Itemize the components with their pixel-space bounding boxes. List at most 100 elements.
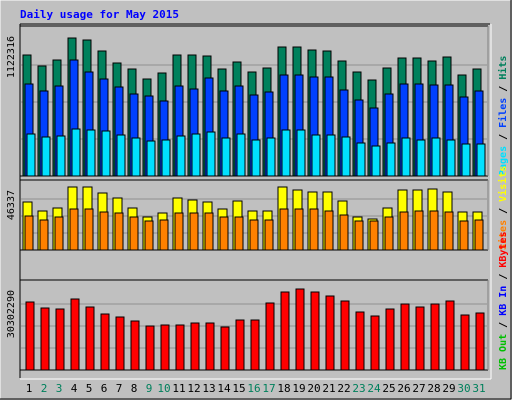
x-tick-label-day-2: 2	[41, 382, 48, 395]
bar-pages-day-13	[206, 131, 216, 177]
right-legend-kbytes: KB Out / KB In / KBytes	[498, 232, 509, 371]
bar-pages-day-8	[131, 137, 141, 177]
bar-pages-day-17	[266, 137, 276, 177]
x-tick-label-day-22: 22	[337, 382, 350, 395]
right-legend-part: Files	[497, 98, 509, 134]
bar-sites-day-24	[369, 220, 379, 251]
x-tick-label-day-27: 27	[412, 382, 425, 395]
bar-pages-day-11	[176, 135, 186, 177]
bar-kbytes-day-10	[160, 324, 170, 371]
right-legend-part: /	[498, 208, 509, 220]
panel-hits-files-pages: 1122316 Pages / Files / Hits	[6, 25, 509, 177]
bar-sites-day-10	[159, 219, 169, 251]
x-axis-day-labels: 1 2 3 4 5 6 7 8 9 10 11 12 13 14 15 16 17 18 19 20 21 22 23 24 2…	[26, 382, 486, 395]
bar-kbytes-day-16	[250, 319, 260, 371]
x-tick-label-day-6: 6	[101, 382, 108, 395]
right-legend-part: Hits	[497, 56, 509, 86]
bar-kbytes-day-23	[355, 311, 365, 371]
bar-pages-day-4	[71, 128, 81, 177]
bar-pages-day-28	[431, 137, 441, 177]
bar-pages-day-5	[86, 129, 96, 177]
panel-visits-sites: 46337 Sites / Visits	[6, 166, 509, 251]
bar-kbytes-day-17	[265, 302, 275, 371]
right-legend-hits-files-pages: Pages / Files / Hits	[497, 56, 509, 176]
x-tick-label-day-17: 17	[262, 382, 275, 395]
panel-kbytes: 30302290 KB Out / KB In / KBytes	[6, 232, 509, 371]
x-tick-label-day-18: 18	[277, 382, 290, 395]
bar-kbytes-day-29	[445, 300, 455, 371]
bar-kbytes-day-9	[145, 325, 155, 371]
x-tick-label-day-31: 31	[472, 382, 485, 395]
bar-pages-day-21	[326, 134, 336, 177]
bar-kbytes-day-18	[280, 291, 290, 371]
bar-sites-day-4	[69, 208, 79, 251]
right-legend-part: Pages	[498, 146, 509, 176]
bar-sites-day-27	[414, 210, 424, 251]
bar-sites-day-18	[279, 208, 289, 251]
chart-panels: 1122316 Pages / Files / Hits 46337 Sites / …	[6, 25, 509, 371]
bar-pages-day-3	[56, 135, 66, 177]
bar-sites-day-19	[294, 208, 304, 251]
bar-sites-day-14	[219, 216, 229, 251]
x-tick-label-day-23: 23	[352, 382, 365, 395]
bar-sites-day-11	[174, 212, 184, 251]
right-legend-part: /	[498, 134, 509, 146]
x-tick-label-day-24: 24	[367, 382, 381, 395]
right-legend-part: Visits	[497, 166, 509, 208]
x-tick-label-day-15: 15	[232, 382, 245, 395]
bar-kbytes-day-21	[325, 295, 335, 371]
y-axis-max-label: 1122316	[6, 36, 17, 78]
y-axis-max-label: 30302290	[6, 290, 17, 338]
bar-kbytes-day-13	[205, 322, 215, 371]
bar-pages-day-2	[41, 136, 51, 177]
right-legend-part: /	[498, 86, 509, 98]
x-tick-label-day-7: 7	[116, 382, 123, 395]
bar-pages-day-23	[356, 142, 366, 177]
x-tick-label-day-12: 12	[187, 382, 200, 395]
right-legend-part: KB In	[498, 286, 509, 322]
bar-kbytes-day-1	[25, 301, 35, 371]
bar-sites-day-30	[459, 220, 469, 251]
bar-pages-day-19	[296, 129, 306, 177]
bar-kbytes-day-4	[70, 298, 80, 371]
x-tick-label-day-19: 19	[292, 382, 305, 395]
bar-pages-day-26	[401, 137, 411, 177]
bar-sites-day-6	[99, 211, 109, 251]
x-tick-label-day-11: 11	[172, 382, 185, 395]
chart-title: Daily usage for May 2015	[20, 8, 179, 21]
bar-sites-day-25	[384, 216, 394, 251]
right-legend-part: /	[498, 274, 509, 286]
bar-sites-day-31	[474, 219, 484, 251]
bar-kbytes-day-12	[190, 322, 200, 371]
x-tick-label-day-10: 10	[157, 382, 170, 395]
bar-pages-day-1	[26, 133, 36, 177]
bar-kbytes-day-25	[385, 308, 395, 371]
bar-pages-day-10	[161, 139, 171, 177]
bar-pages-day-9	[146, 140, 156, 177]
bar-kbytes-day-19	[295, 288, 305, 371]
bar-pages-day-27	[416, 139, 426, 177]
x-tick-label-day-26: 26	[397, 382, 410, 395]
right-legend-part: KBytes	[498, 232, 509, 274]
bar-pages-day-15	[236, 133, 246, 177]
bar-kbytes-day-7	[115, 316, 125, 371]
bar-sites-day-17	[264, 219, 274, 251]
bar-sites-day-26	[399, 211, 409, 251]
x-tick-label-day-20: 20	[307, 382, 320, 395]
bar-pages-day-6	[101, 130, 111, 177]
bar-sites-day-2	[39, 219, 49, 251]
bar-kbytes-day-22	[340, 300, 350, 371]
x-tick-label-day-16: 16	[247, 382, 260, 395]
bar-pages-day-16	[251, 139, 261, 177]
bar-kbytes-day-3	[55, 308, 65, 371]
bar-kbytes-day-5	[85, 306, 95, 371]
bar-sites-day-20	[309, 208, 319, 251]
bar-sites-day-13	[204, 212, 214, 251]
bar-pages-day-30	[461, 143, 471, 177]
bar-sites-day-12	[189, 212, 199, 251]
x-tick-label-day-21: 21	[322, 382, 335, 395]
bar-sites-day-16	[249, 219, 259, 251]
x-tick-label-day-28: 28	[427, 382, 440, 395]
bar-pages-day-18	[281, 129, 291, 177]
bar-kbytes-day-20	[310, 291, 320, 371]
